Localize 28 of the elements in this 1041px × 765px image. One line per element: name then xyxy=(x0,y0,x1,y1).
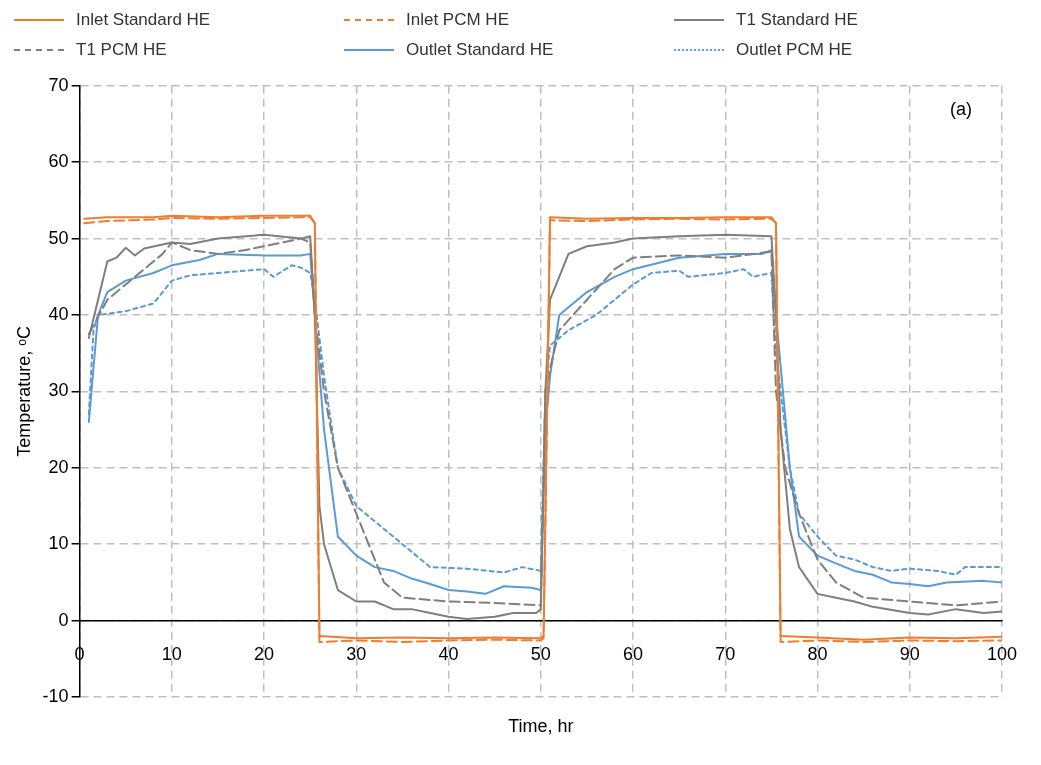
y-tick-label: 50 xyxy=(48,227,69,248)
x-tick-label: 10 xyxy=(161,644,182,665)
x-tick-label: 50 xyxy=(530,644,551,665)
x-tick-label: 70 xyxy=(715,644,736,665)
y-tick-label: 0 xyxy=(58,609,69,630)
annotation: (a) xyxy=(949,98,972,119)
x-tick-label: 60 xyxy=(623,644,644,665)
y-tick-label: 30 xyxy=(48,380,69,401)
x-tick-label: 40 xyxy=(438,644,459,665)
y-tick-label: 20 xyxy=(48,456,69,477)
y-tick-label: 70 xyxy=(48,74,69,95)
y-axis-title: Temperature, ᵒC xyxy=(13,325,34,457)
legend-label: Inlet PCM HE xyxy=(406,10,509,30)
x-axis-title: Time, hr xyxy=(508,715,574,736)
legend-label: Outlet Standard HE xyxy=(406,40,554,60)
x-tick-label: 90 xyxy=(899,644,920,665)
y-tick-label: 40 xyxy=(48,303,69,324)
legend-label: Inlet Standard HE xyxy=(76,10,211,30)
legend-label: T1 Standard HE xyxy=(736,10,858,30)
x-tick-label: 80 xyxy=(807,644,828,665)
y-tick-label: 60 xyxy=(48,151,69,172)
y-tick-label: 10 xyxy=(48,533,69,554)
legend-label: Outlet PCM HE xyxy=(736,40,853,60)
y-tick-label: -10 xyxy=(42,685,69,706)
x-tick-label: 30 xyxy=(346,644,367,665)
legend-label: T1 PCM HE xyxy=(76,40,167,60)
x-tick-label: 100 xyxy=(986,644,1018,665)
x-tick-label: 20 xyxy=(254,644,275,665)
